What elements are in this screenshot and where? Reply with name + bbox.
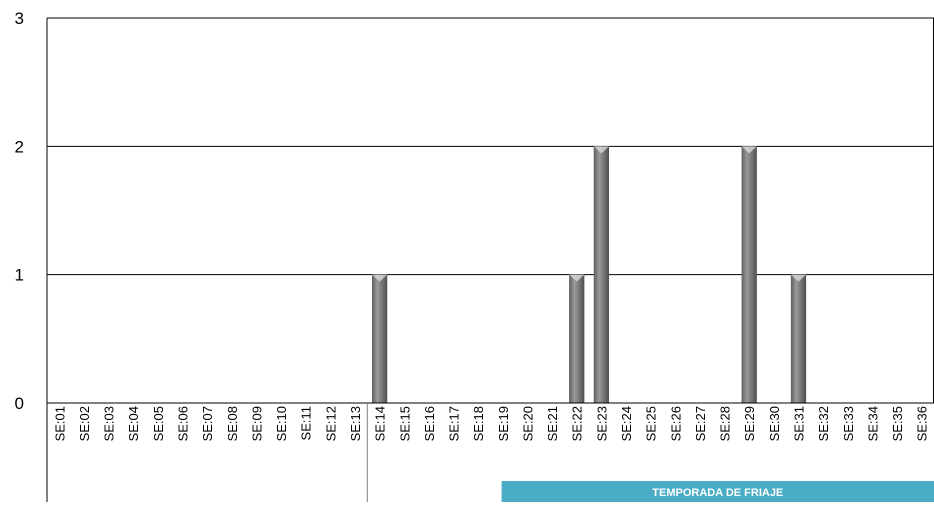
- y-tick-label: 3: [15, 9, 24, 28]
- bar-cap: [741, 146, 757, 154]
- x-tick-label: SE:34: [865, 406, 880, 441]
- x-tick-label: SE:13: [348, 406, 363, 441]
- bar-cap: [790, 274, 807, 282]
- y-tick-label: 1: [15, 266, 24, 285]
- x-tick-label: SE:11: [299, 406, 314, 440]
- bar-cap: [371, 274, 388, 282]
- season-band-label: TEMPORADA DE FRIAJE: [652, 487, 783, 499]
- season-band-bar: [501, 481, 934, 502]
- x-tick-label: SE:04: [126, 406, 141, 441]
- bar-cap: [569, 274, 585, 282]
- x-tick-label: SE:12: [323, 406, 338, 441]
- bar-SE:29: [741, 146, 757, 404]
- bar-cap: [593, 146, 610, 154]
- x-tick-label: SE:35: [890, 406, 905, 441]
- x-tick-label: SE:18: [471, 406, 486, 441]
- x-tick-label: SE:19: [496, 406, 511, 441]
- x-tick-label: SE:15: [397, 406, 412, 441]
- x-tick-label: SE:28: [718, 406, 733, 441]
- x-tick-label: SE:27: [693, 406, 708, 441]
- x-tick-label: SE:22: [570, 406, 585, 441]
- x-tick-label: SE:23: [594, 406, 609, 441]
- x-tick-label: SE:09: [249, 406, 264, 441]
- x-tick-label: SE:06: [176, 406, 191, 441]
- x-tick-label: SE:33: [841, 406, 856, 441]
- x-tick-label: SE:05: [151, 406, 166, 441]
- x-tick-label: SE:32: [816, 406, 831, 441]
- x-tick-label: SE:01: [52, 406, 67, 441]
- x-tick-label: SE:10: [274, 406, 289, 441]
- x-tick-labels: SE:01 SE:02 SE:03 SE:04 SE:05 SE:06 SE:07 SE:08…: [52, 406, 929, 441]
- season-band: TEMPORADA DE FRIAJE: [501, 481, 934, 502]
- x-tick-label: SE:20: [520, 406, 535, 441]
- x-tick-label: SE:24: [619, 406, 634, 441]
- bar-SE:23: [593, 146, 610, 404]
- bar-SE:22: [569, 274, 585, 403]
- x-tick-label: SE:02: [77, 406, 92, 441]
- x-tick-label: SE:03: [102, 406, 117, 441]
- x-tick-label: SE:21: [545, 406, 560, 441]
- x-tick-label: SE:16: [422, 406, 437, 441]
- gridlines: [47, 17, 934, 276]
- bar-SE:14: [371, 274, 388, 403]
- y-tick-label: 2: [15, 137, 24, 156]
- x-tick-label: SE:30: [767, 406, 782, 441]
- x-tick-label: SE:36: [915, 406, 930, 441]
- x-tick-label: SE:26: [668, 406, 683, 441]
- x-tick-label: SE:31: [791, 406, 806, 441]
- x-tick-label: SE:25: [644, 406, 659, 441]
- y-tick-labels: 0 1 2 3: [15, 9, 24, 413]
- x-tick-label: SE:14: [373, 406, 388, 441]
- bar-SE:31: [790, 274, 807, 403]
- x-tick-label: SE:07: [200, 406, 215, 441]
- y-tick-label: 0: [15, 394, 24, 413]
- x-tick-label: SE:08: [225, 406, 240, 441]
- bars: [371, 146, 807, 404]
- x-tick-label: SE:17: [447, 406, 462, 441]
- x-tick-label: SE:29: [742, 406, 757, 441]
